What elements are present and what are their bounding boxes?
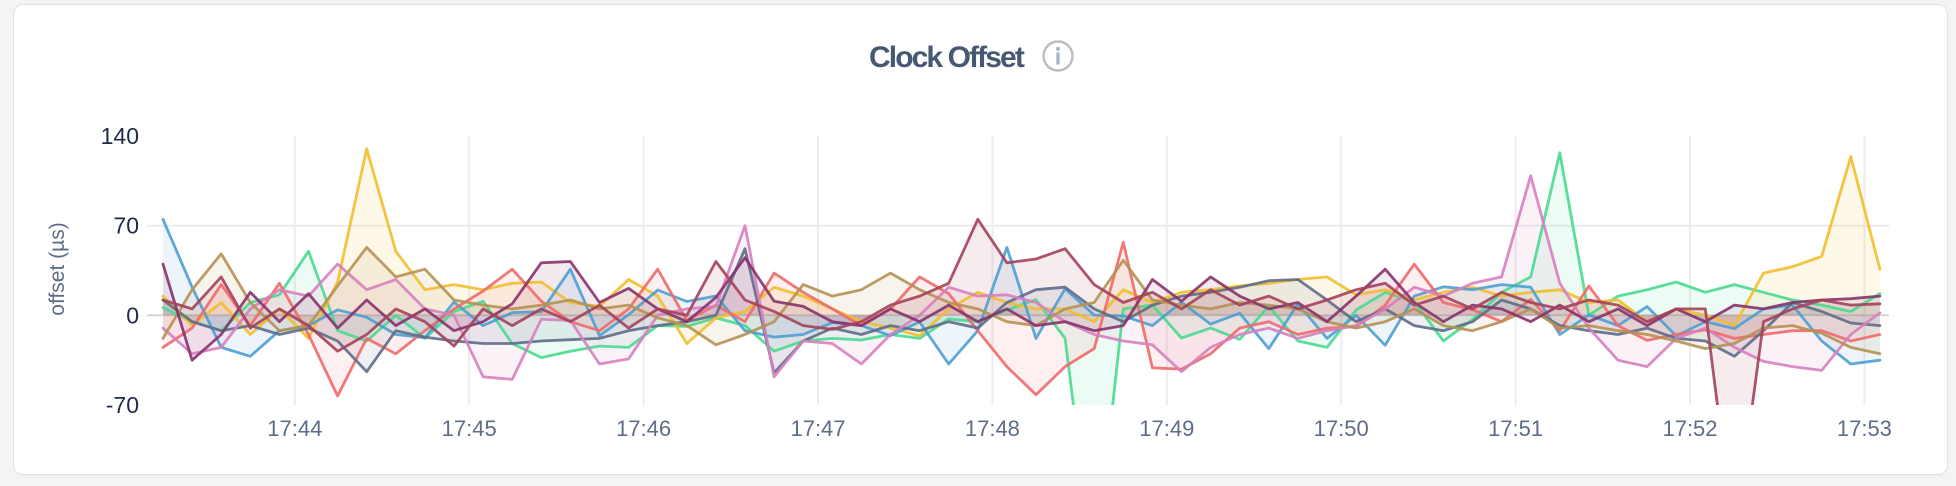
svg-text:17:46: 17:46: [616, 416, 671, 441]
svg-text:70: 70: [113, 213, 139, 239]
svg-text:17:53: 17:53: [1837, 416, 1892, 441]
svg-text:17:47: 17:47: [790, 416, 845, 441]
svg-text:140: 140: [101, 123, 139, 149]
svg-text:17:48: 17:48: [965, 416, 1020, 441]
svg-text:-70: -70: [106, 392, 139, 418]
svg-text:17:51: 17:51: [1488, 416, 1543, 441]
svg-text:17:50: 17:50: [1314, 416, 1369, 441]
svg-text:17:49: 17:49: [1139, 416, 1194, 441]
svg-text:17:44: 17:44: [267, 416, 322, 441]
svg-text:17:45: 17:45: [442, 416, 497, 441]
svg-text:offset (µs): offset (µs): [46, 222, 69, 315]
svg-text:17:52: 17:52: [1662, 416, 1717, 441]
svg-text:0: 0: [126, 302, 139, 328]
